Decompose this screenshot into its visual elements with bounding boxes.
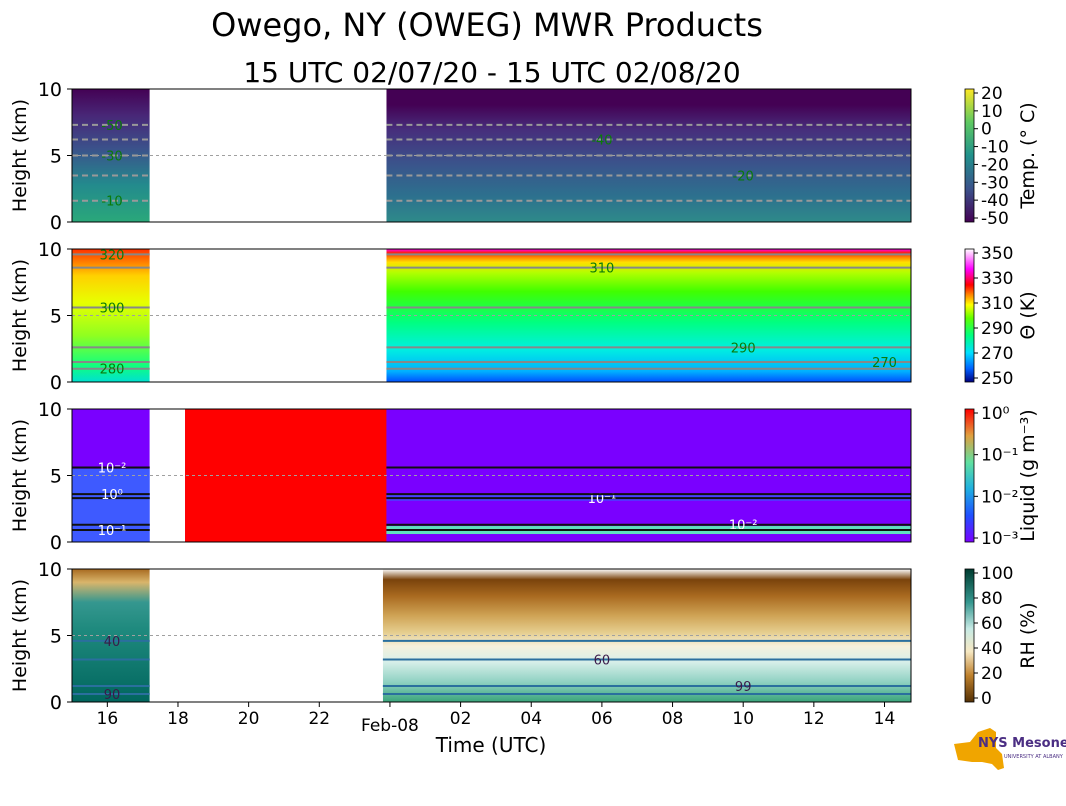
panel-2: 320 310 300 290 280 270 Height (km) 0 5 10 350 330 3… [9,239,1039,394]
colorbar [964,568,975,703]
colorbar-label: Temp. (° C) [1017,102,1039,209]
missing-data-gap [149,249,387,382]
y-axis-label: Height (km) [9,419,31,532]
colorbar-tick-label: -40 [981,191,1009,211]
contour-label: -40 [591,134,612,149]
colorbar-tick-label: 10⁰ [981,404,1010,424]
x-tick-label: 02 [450,709,472,729]
contour-label: 300 [100,302,125,317]
x-tick-label: 04 [520,709,542,729]
colorbar [964,248,975,383]
chart-title: Owego, NY (OWEG) MWR Products [211,6,763,44]
contour-label: -20 [733,169,754,184]
new-york-state-shape-icon [954,728,1004,770]
nys-mesonet-logo: NYS Mesonet UNIVERSITY AT ALBANY [954,728,1066,770]
colorbar-tick-label: -50 [981,209,1009,229]
colorbar-tick-label: 10⁻³ [981,529,1018,549]
panel-4: 40 60 90 99 Height (km) 0 5 10 100 80 60 40 20 0 RH (%… [9,559,1039,714]
y-tick-label: 5 [50,466,62,488]
y-tick-label: 0 [50,532,62,554]
colorbar-tick-label: 10⁻¹ [981,446,1018,466]
contour-label: 320 [100,248,125,263]
y-tick-label: 10 [38,79,62,101]
colorbar-tick-label: -30 [981,173,1009,193]
colorbar-tick-label: 350 [981,244,1013,264]
colorbar-tick-label: 310 [981,294,1013,314]
y-tick-label: 5 [50,146,62,168]
colorbar-tick-label: 20 [981,84,1003,104]
colorbar-tick-label: 330 [981,269,1013,289]
colorbar-tick-label: 80 [981,589,1003,609]
x-tick-label: 18 [167,709,189,729]
y-axis-label: Height (km) [9,259,31,372]
x-tick-label: 14 [874,709,896,729]
x-tick-label: 22 [308,709,330,729]
colorbar [964,408,975,543]
colorbar-tick-label: 100 [981,564,1013,584]
colorbar-tick-label: 60 [981,614,1003,634]
colorbar-tick-label: -20 [981,155,1009,175]
colorbar-tick-label: 20 [981,664,1003,684]
contour-label: -10 [101,195,122,210]
x-tick-label: Feb-08 [361,716,419,736]
x-tick-label: 08 [662,709,684,729]
colorbar-tick-label: 40 [981,639,1003,659]
y-tick-label: 0 [50,372,62,394]
contour-label: 60 [594,653,611,668]
colorbar-tick-label: 250 [981,369,1013,389]
y-axis-label: Height (km) [9,579,31,692]
colorbar-tick-label: 270 [981,344,1013,364]
y-tick-label: 0 [50,692,62,714]
colorbar [964,88,975,223]
contour-label: 40 [104,635,121,650]
y-axis-label: Height (km) [9,99,31,212]
colorbar-label: Θ (K) [1017,291,1039,339]
missing-data-gap [149,409,186,542]
x-tick-label: 06 [591,709,613,729]
y-tick-label: 10 [38,239,62,261]
y-tick-label: 0 [50,212,62,234]
contour-label: 270 [872,356,897,371]
y-tick-label: 5 [50,306,62,328]
logo-text: NYS Mesonet [978,736,1066,751]
x-tick-label: 12 [803,709,825,729]
contour-label: 10⁰ [101,488,123,503]
x-tick-label: 16 [97,709,119,729]
contour-label: 310 [589,262,614,277]
logo-subtext: UNIVERSITY AT ALBANY [1004,754,1064,760]
y-tick-label: 10 [38,559,62,581]
contour-label: 10⁻² [98,462,127,477]
contour-label: 10⁻¹ [98,524,127,539]
colorbar-tick-label: 10⁻² [981,487,1018,507]
colorbar-tick-label: 0 [981,120,992,140]
contour-label: -50 [101,119,122,134]
colorbar-tick-label: -10 [981,138,1009,158]
colorbar-label: RH (%) [1017,602,1039,668]
contour-label: 280 [100,363,125,378]
colorbar-tick-label: 10 [981,102,1003,122]
colorbar-label: Liquid (g m⁻³) [1017,409,1039,541]
contour-label: 290 [731,341,756,356]
colorbar-tick-label: 0 [981,689,992,709]
colorbar-tick-label: 290 [981,319,1013,339]
x-tick-label: 20 [238,709,260,729]
contour-label: -30 [101,150,122,165]
x-tick-label: 10 [732,709,754,729]
contour-label: 10⁻¹ [588,492,617,507]
x-axis-label: Time (UTC) [435,733,547,757]
contour-label: 99 [735,680,752,695]
contour-label: 10⁻² [729,519,758,534]
chart-subtitle: 15 UTC 02/07/20 - 15 UTC 02/08/20 [243,56,740,89]
panel-3: 10⁻² 10⁻¹ 10⁰ 10⁻² 10⁻¹ Height (km) 0 5 10 10⁰ 10⁻… [9,399,1039,554]
missing-data-gap [149,89,387,222]
contour-label: 90 [104,688,121,703]
y-tick-label: 5 [50,626,62,648]
y-tick-label: 10 [38,399,62,421]
